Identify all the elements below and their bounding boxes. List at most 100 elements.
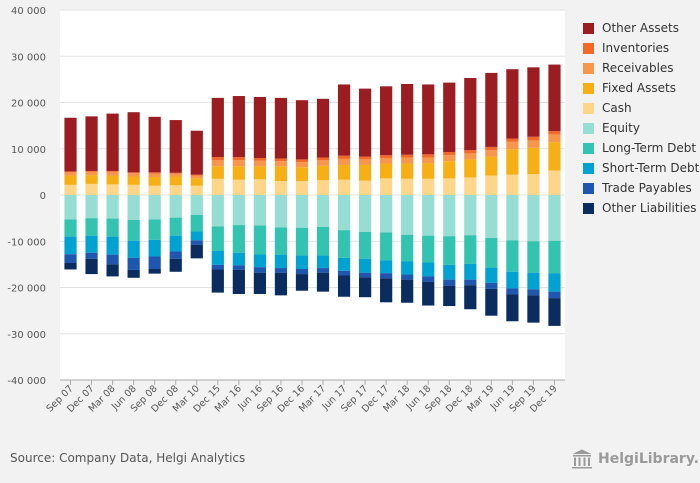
- bar-trade-payables[interactable]: [464, 279, 477, 286]
- bar-equity[interactable]: [401, 195, 414, 235]
- bar-trade-payables[interactable]: [295, 269, 309, 275]
- bar-other-liabilities[interactable]: [85, 258, 98, 275]
- bar-cash[interactable]: [316, 180, 330, 195]
- legend-item-short-term-debt[interactable]: Short-Term Debt: [583, 158, 699, 178]
- bar-receivables[interactable]: [253, 160, 266, 167]
- bar-cash[interactable]: [274, 181, 288, 195]
- bar-other-liabilities[interactable]: [253, 272, 266, 294]
- bar-trade-payables[interactable]: [274, 268, 288, 273]
- bar-long-term-debt[interactable]: [337, 230, 351, 258]
- bar-other-liabilities[interactable]: [169, 258, 182, 272]
- bar-inventories[interactable]: [253, 158, 266, 161]
- bar-long-term-debt[interactable]: [64, 219, 77, 237]
- bar-short-term-debt[interactable]: [548, 273, 561, 292]
- bar-equity[interactable]: [295, 195, 309, 228]
- bar-other-assets[interactable]: [380, 86, 393, 156]
- bar-cash[interactable]: [106, 184, 119, 195]
- legend-item-other-liabilities[interactable]: Other Liabilities: [583, 198, 699, 218]
- bar-cash[interactable]: [169, 185, 182, 195]
- bar-equity[interactable]: [232, 195, 245, 226]
- helgi-library-logo[interactable]: HelgiLibrary.: [570, 449, 699, 469]
- bar-other-liabilities[interactable]: [211, 269, 224, 293]
- bar-short-term-debt[interactable]: [190, 231, 203, 241]
- bar-other-liabilities[interactable]: [527, 295, 540, 323]
- bar-inventories[interactable]: [422, 154, 435, 158]
- bar-inventories[interactable]: [443, 151, 456, 156]
- bar-inventories[interactable]: [64, 171, 77, 173]
- bar-other-liabilities[interactable]: [422, 281, 435, 306]
- bar-other-liabilities[interactable]: [443, 285, 456, 306]
- bar-trade-payables[interactable]: [190, 240, 203, 245]
- bar-other-liabilities[interactable]: [464, 285, 477, 310]
- bar-fixed-assets[interactable]: [148, 176, 161, 186]
- bar-long-term-debt[interactable]: [169, 217, 182, 236]
- bar-long-term-debt[interactable]: [190, 214, 203, 232]
- bar-fixed-assets[interactable]: [316, 165, 330, 181]
- bar-short-term-debt[interactable]: [527, 272, 540, 290]
- bar-cash[interactable]: [443, 178, 456, 195]
- bar-inventories[interactable]: [485, 146, 498, 151]
- bar-trade-payables[interactable]: [148, 256, 161, 269]
- bar-receivables[interactable]: [316, 160, 330, 166]
- legend-item-inventories[interactable]: Inventories: [583, 38, 699, 58]
- bar-other-liabilities[interactable]: [359, 277, 372, 298]
- bar-inventories[interactable]: [527, 136, 540, 141]
- bar-short-term-debt[interactable]: [169, 235, 182, 252]
- bar-cash[interactable]: [190, 185, 203, 195]
- bar-inventories[interactable]: [359, 156, 372, 160]
- bar-short-term-debt[interactable]: [380, 260, 393, 274]
- bar-fixed-assets[interactable]: [380, 163, 393, 179]
- bar-equity[interactable]: [359, 195, 372, 232]
- bar-inventories[interactable]: [85, 170, 98, 172]
- bar-fixed-assets[interactable]: [527, 147, 540, 175]
- bar-cash[interactable]: [464, 177, 477, 195]
- bar-receivables[interactable]: [506, 141, 519, 150]
- bar-receivables[interactable]: [295, 162, 309, 168]
- bar-cash[interactable]: [380, 178, 393, 195]
- legend-item-long-term-debt[interactable]: Long-Term Debt: [583, 138, 699, 158]
- bar-short-term-debt[interactable]: [127, 240, 140, 258]
- bar-equity[interactable]: [548, 195, 561, 241]
- bar-fixed-assets[interactable]: [190, 178, 203, 186]
- legend-item-fixed-assets[interactable]: Fixed Assets: [583, 78, 699, 98]
- bar-short-term-debt[interactable]: [337, 257, 351, 271]
- bar-other-assets[interactable]: [64, 117, 77, 172]
- bar-receivables[interactable]: [106, 171, 119, 176]
- bar-other-assets[interactable]: [527, 67, 540, 137]
- bar-receivables[interactable]: [127, 173, 140, 177]
- bar-short-term-debt[interactable]: [211, 250, 224, 265]
- bar-other-assets[interactable]: [211, 97, 224, 158]
- bar-equity[interactable]: [148, 195, 161, 220]
- bar-long-term-debt[interactable]: [316, 226, 330, 256]
- bar-equity[interactable]: [85, 195, 98, 219]
- bar-long-term-debt[interactable]: [85, 218, 98, 236]
- bar-receivables[interactable]: [211, 160, 224, 167]
- bar-inventories[interactable]: [190, 174, 203, 176]
- bar-cash[interactable]: [422, 178, 435, 195]
- bar-trade-payables[interactable]: [548, 291, 561, 299]
- bar-trade-payables[interactable]: [485, 282, 498, 289]
- legend-item-trade-payables[interactable]: Trade Payables: [583, 178, 699, 198]
- bar-fixed-assets[interactable]: [506, 149, 519, 175]
- bar-other-liabilities[interactable]: [190, 244, 203, 259]
- bar-fixed-assets[interactable]: [422, 163, 435, 179]
- bar-receivables[interactable]: [443, 155, 456, 162]
- bar-short-term-debt[interactable]: [295, 255, 309, 269]
- bar-short-term-debt[interactable]: [485, 267, 498, 283]
- bar-long-term-debt[interactable]: [401, 234, 414, 262]
- legend-item-equity[interactable]: Equity: [583, 118, 699, 138]
- bar-fixed-assets[interactable]: [106, 175, 119, 185]
- bar-fixed-assets[interactable]: [337, 164, 351, 180]
- bar-long-term-debt[interactable]: [274, 227, 288, 255]
- bar-cash[interactable]: [548, 170, 561, 195]
- bar-fixed-assets[interactable]: [295, 167, 309, 182]
- bar-other-assets[interactable]: [295, 100, 309, 160]
- bar-equity[interactable]: [506, 195, 519, 241]
- bar-cash[interactable]: [527, 174, 540, 195]
- bar-trade-payables[interactable]: [253, 267, 266, 273]
- bar-equity[interactable]: [169, 195, 182, 218]
- bar-short-term-debt[interactable]: [64, 236, 77, 255]
- bar-fixed-assets[interactable]: [464, 159, 477, 178]
- bar-equity[interactable]: [443, 195, 456, 237]
- bar-cash[interactable]: [253, 179, 266, 195]
